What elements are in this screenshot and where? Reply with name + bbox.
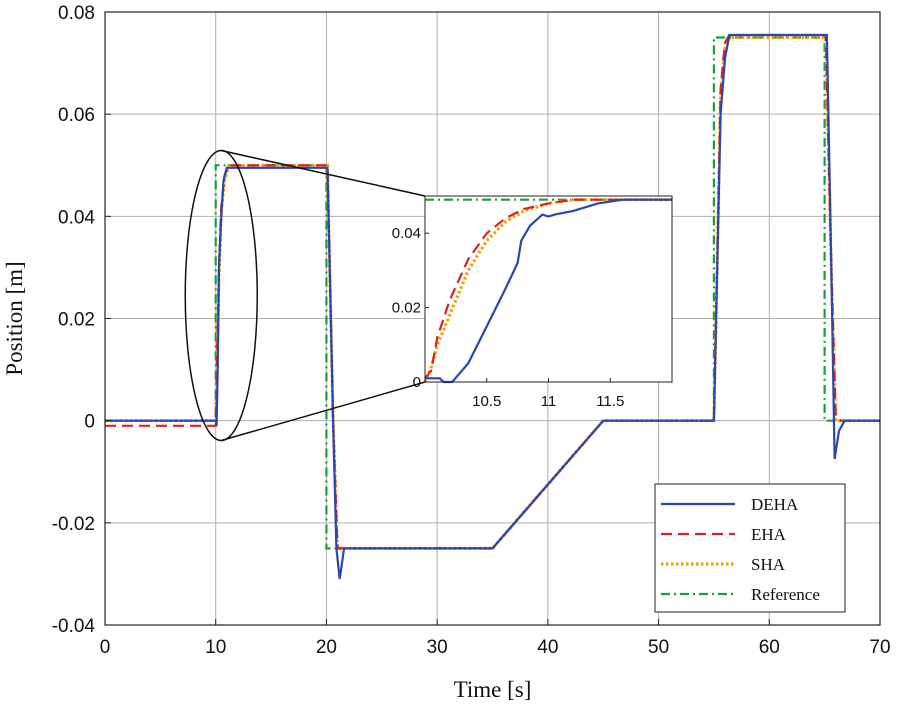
zoom-connector-bottom	[221, 381, 426, 442]
legend-box	[654, 483, 846, 613]
x-tick-label: 10	[205, 637, 226, 658]
legend-label-reference: Reference	[751, 585, 820, 604]
x-tick-label: 60	[759, 637, 780, 658]
y-tick-label: 0.04	[58, 207, 95, 228]
inset-y-tick-label: 0.02	[392, 300, 421, 317]
inset-x-tick-label: 11	[541, 393, 557, 410]
x-tick-label: 20	[316, 637, 337, 658]
x-tick-label: 70	[869, 637, 890, 658]
inset-y-tick-label: 0	[413, 374, 421, 391]
inset-y-tick-label: 0.04	[392, 225, 421, 242]
inset-background	[425, 196, 672, 382]
y-tick-label: -0.04	[52, 616, 96, 637]
inset-ticks: 10.5 11 11.5 0 0.02 0.04	[392, 225, 625, 410]
main-ticks: 0 10 20 30 40 50 60 70 -0.04 -0.02 0 0.02 0.04 0.06 0.…	[52, 3, 891, 658]
x-tick-label: 40	[537, 637, 558, 658]
inset-x-tick-label: 10.5	[472, 393, 501, 410]
y-tick-label: 0.08	[58, 3, 95, 24]
inset-plot: 10.5 11 11.5 0 0.02 0.04	[392, 195, 673, 410]
inset-series-line-sha	[423, 198, 672, 383]
y-tick-label: -0.02	[52, 514, 95, 535]
y-tick-label: 0.06	[58, 105, 95, 126]
legend-label-eha: EHA	[751, 525, 787, 544]
legend-label-sha: SHA	[751, 555, 786, 574]
y-tick-label: 0	[84, 412, 95, 433]
x-axis-label: Time [s]	[454, 677, 532, 702]
legend: DEHA EHA SHA Reference	[654, 483, 846, 613]
x-tick-label: 50	[648, 637, 669, 658]
y-axis-label: Position [m]	[2, 261, 27, 375]
legend-label-deha: DEHA	[751, 495, 799, 514]
x-tick-label: 0	[100, 637, 111, 658]
zoom-callout	[184, 149, 426, 442]
inset-x-tick-label: 11.5	[596, 393, 624, 410]
zoom-ellipse	[184, 149, 258, 442]
main-series	[105, 33, 880, 580]
series-line-deha	[105, 33, 880, 580]
zoom-connector-top	[221, 149, 426, 197]
y-tick-label: 0.02	[58, 310, 95, 331]
inset-series-line-eha	[424, 198, 672, 380]
x-tick-label: 30	[427, 637, 448, 658]
